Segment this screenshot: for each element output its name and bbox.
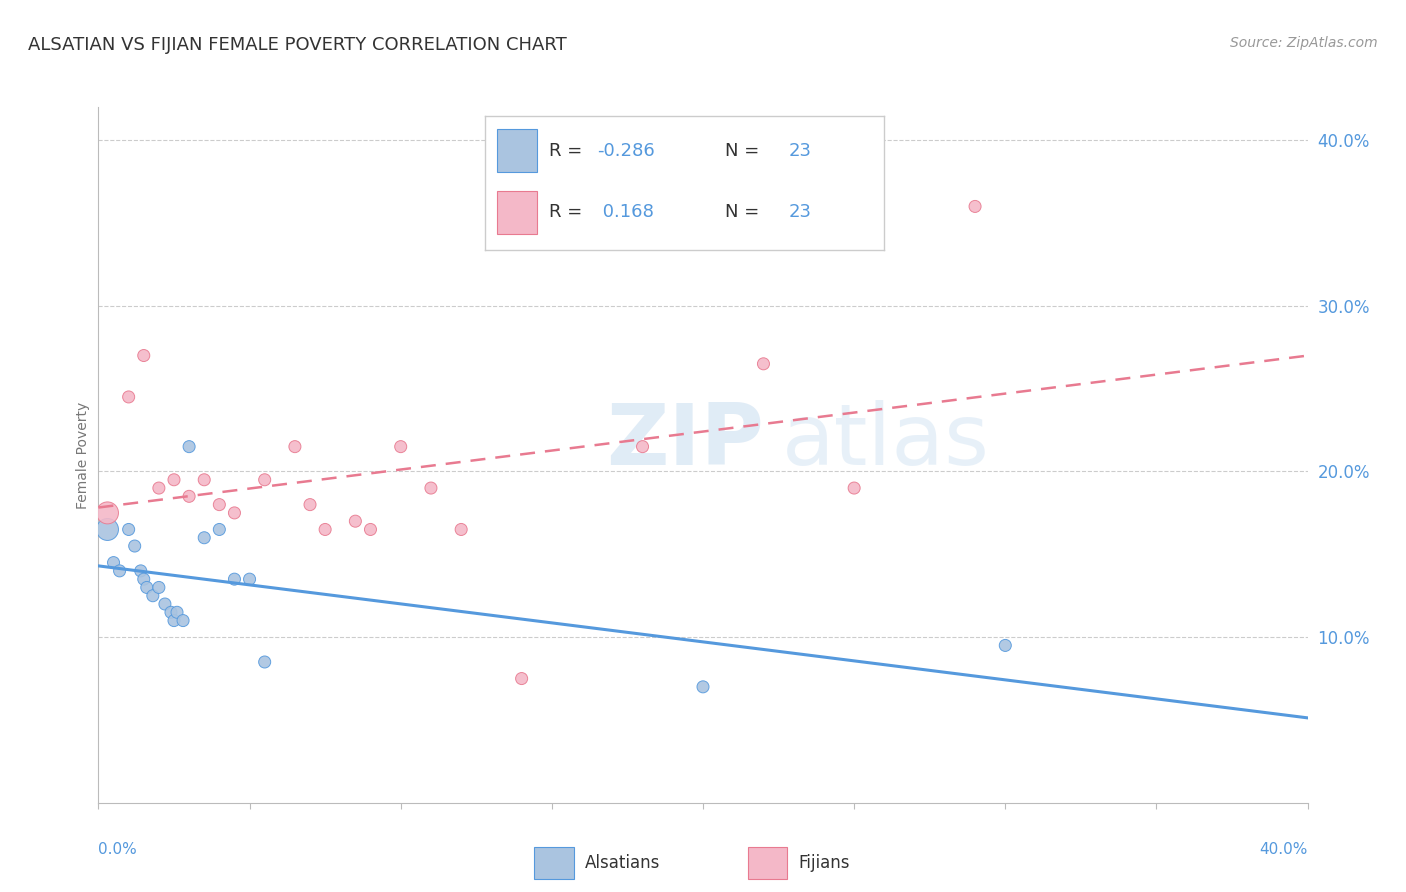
FancyBboxPatch shape xyxy=(498,191,537,234)
Text: 0.168: 0.168 xyxy=(598,203,654,221)
Text: ZIP: ZIP xyxy=(606,400,763,483)
Point xyxy=(253,655,276,669)
Point xyxy=(631,440,654,454)
Point xyxy=(108,564,131,578)
Point xyxy=(96,506,118,520)
Text: 23: 23 xyxy=(789,203,811,221)
Point xyxy=(389,440,412,454)
Point xyxy=(420,481,443,495)
Point xyxy=(360,523,382,537)
Point xyxy=(142,589,165,603)
Point xyxy=(179,489,201,503)
Point xyxy=(163,614,186,628)
Point xyxy=(965,199,987,213)
Text: Fijians: Fijians xyxy=(799,854,851,872)
Point xyxy=(224,572,246,586)
Point xyxy=(179,440,201,454)
Point xyxy=(208,498,231,512)
Point xyxy=(96,523,118,537)
Point xyxy=(844,481,866,495)
Text: ALSATIAN VS FIJIAN FEMALE POVERTY CORRELATION CHART: ALSATIAN VS FIJIAN FEMALE POVERTY CORREL… xyxy=(28,36,567,54)
Text: Alsatians: Alsatians xyxy=(585,854,661,872)
Point xyxy=(135,581,157,595)
Point xyxy=(132,349,155,363)
Point xyxy=(253,473,276,487)
Point xyxy=(299,498,322,512)
Point xyxy=(752,357,775,371)
Point xyxy=(450,523,472,537)
Point xyxy=(284,440,307,454)
Text: 0.0%: 0.0% xyxy=(98,842,138,856)
Point xyxy=(148,481,170,495)
Point xyxy=(193,531,215,545)
Point xyxy=(166,605,188,619)
Text: N =: N = xyxy=(724,203,759,221)
Point xyxy=(129,564,152,578)
Point xyxy=(344,514,367,528)
Point xyxy=(314,523,336,537)
Text: R =: R = xyxy=(550,142,582,160)
Y-axis label: Female Poverty: Female Poverty xyxy=(76,401,90,508)
Point xyxy=(692,680,714,694)
Point xyxy=(118,523,141,537)
Text: -0.286: -0.286 xyxy=(598,142,655,160)
Point xyxy=(994,639,1017,653)
Point xyxy=(208,523,231,537)
Text: Source: ZipAtlas.com: Source: ZipAtlas.com xyxy=(1230,36,1378,50)
Point xyxy=(132,572,155,586)
Point xyxy=(224,506,246,520)
Point xyxy=(239,572,262,586)
Point xyxy=(103,556,125,570)
Point xyxy=(510,672,533,686)
FancyBboxPatch shape xyxy=(748,847,787,879)
FancyBboxPatch shape xyxy=(498,129,537,172)
Point xyxy=(193,473,215,487)
Point xyxy=(172,614,194,628)
Text: R =: R = xyxy=(550,203,582,221)
Text: 40.0%: 40.0% xyxy=(1260,842,1308,856)
Point xyxy=(153,597,176,611)
Point xyxy=(118,390,141,404)
Text: 23: 23 xyxy=(789,142,811,160)
Text: N =: N = xyxy=(724,142,759,160)
Point xyxy=(160,605,183,619)
Point xyxy=(124,539,146,553)
Text: atlas: atlas xyxy=(782,400,990,483)
Point xyxy=(148,581,170,595)
FancyBboxPatch shape xyxy=(534,847,574,879)
Point xyxy=(163,473,186,487)
